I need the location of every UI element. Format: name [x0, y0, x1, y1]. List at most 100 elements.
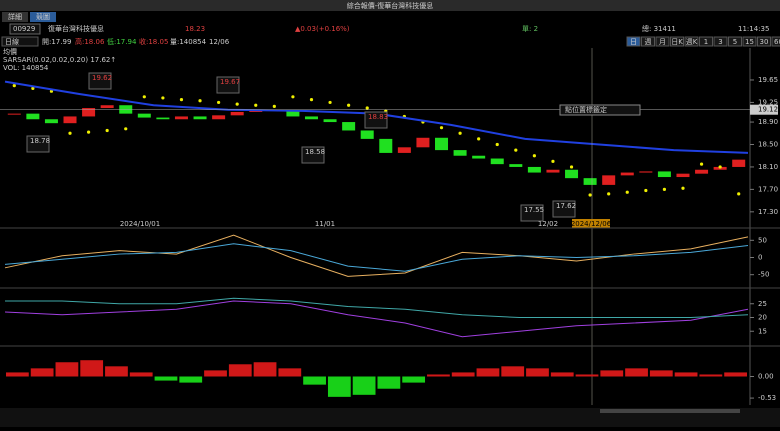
sar-dot	[569, 165, 574, 169]
candle	[137, 113, 151, 118]
candle	[509, 164, 523, 167]
price: 18.23	[185, 25, 205, 33]
date-label: 12/02	[538, 220, 558, 228]
sar-dot	[235, 102, 239, 106]
period-button[interactable]	[728, 36, 742, 47]
code-input[interactable]	[9, 23, 41, 35]
sar-dot	[477, 137, 481, 141]
tab[interactable]	[2, 12, 28, 22]
histogram-bar	[204, 370, 227, 377]
sar-dot	[124, 127, 128, 131]
candle	[546, 169, 560, 173]
candle	[230, 111, 244, 116]
sar-dot	[161, 96, 165, 100]
scrollbar[interactable]	[600, 409, 740, 413]
sar-dot	[68, 131, 72, 135]
y-tick-label: 18.50	[758, 141, 778, 149]
annotation-box	[88, 72, 112, 90]
candle	[490, 158, 504, 165]
annotation: 17.55	[524, 206, 544, 214]
sar-dot	[291, 95, 295, 99]
time: 11:14:35	[738, 25, 769, 33]
y-tick-label: 19.25	[758, 98, 778, 106]
period-button[interactable]	[742, 36, 757, 47]
candle	[657, 171, 671, 178]
period-label[interactable]: 15	[745, 38, 754, 46]
sar-dot	[514, 148, 518, 152]
total: 總: 31411	[642, 24, 676, 33]
sar-dot	[328, 100, 332, 105]
interval-select[interactable]	[1, 36, 39, 47]
histogram-bar	[575, 374, 599, 377]
histogram-bar	[55, 362, 79, 377]
period-button[interactable]	[626, 36, 641, 47]
candle	[323, 119, 337, 123]
date-box	[572, 219, 610, 228]
period-label[interactable]: 5	[733, 38, 737, 46]
candle	[602, 175, 616, 185]
tab-label[interactable]: 詳細	[8, 12, 22, 21]
candle	[63, 116, 77, 124]
candle	[44, 119, 58, 124]
annotation-box	[301, 146, 325, 164]
candle	[416, 137, 430, 148]
period-label[interactable]: 週	[645, 37, 652, 46]
sar-dot	[86, 130, 91, 134]
date-label: 11/01	[315, 220, 335, 228]
candle	[82, 108, 96, 117]
period-button[interactable]	[641, 36, 655, 47]
period-label[interactable]: 3	[718, 38, 722, 46]
period-label[interactable]: 日K	[671, 38, 683, 46]
tooltip: 點位置標籤定	[565, 105, 607, 114]
indicator-line	[5, 297, 749, 318]
period-button[interactable]	[757, 36, 771, 47]
candle	[472, 155, 486, 159]
candle	[379, 138, 393, 153]
period-label[interactable]: 日	[630, 38, 637, 46]
tab-label[interactable]: 競圖	[36, 12, 50, 21]
candle	[7, 113, 21, 115]
y-tick-label: 20	[758, 314, 767, 322]
candle	[732, 159, 746, 167]
period-button[interactable]	[655, 36, 670, 47]
histogram-bar	[228, 364, 252, 377]
sar-dot	[309, 98, 314, 102]
sar-dot	[458, 131, 462, 135]
indicator-line	[4, 243, 749, 272]
name: 復華台灣科技優息	[48, 24, 104, 33]
sar-dot	[439, 126, 444, 130]
period-button[interactable]	[670, 36, 684, 47]
histogram-bar	[699, 374, 723, 377]
period-label[interactable]: 月	[659, 38, 666, 46]
period-label[interactable]: 週K	[686, 37, 698, 46]
y-tick-label: 0	[758, 254, 762, 262]
period-label[interactable]: 30	[760, 38, 769, 46]
sar-dot	[12, 83, 16, 88]
period-button[interactable]	[699, 36, 713, 47]
interval[interactable]: 日線	[5, 37, 19, 46]
tab[interactable]	[30, 12, 56, 22]
crosshair-date: 2024/12/06	[571, 220, 612, 228]
candle	[304, 116, 318, 120]
period-label[interactable]: 1	[704, 38, 708, 46]
open: 開:17.99	[42, 38, 71, 46]
candle	[100, 105, 114, 109]
sar-dot	[105, 128, 109, 133]
period-button[interactable]	[713, 36, 728, 47]
legend: 均價	[3, 47, 17, 56]
y-tick-label: 50	[758, 236, 767, 244]
sar-dot	[588, 193, 592, 197]
sar-dot	[179, 98, 184, 102]
period-label[interactable]: 60	[774, 38, 780, 46]
sar-dot	[142, 95, 146, 99]
y-tick-label: 17.70	[758, 185, 778, 193]
annotation-box	[216, 76, 240, 94]
candle	[565, 169, 579, 179]
crosshair-box	[750, 104, 778, 115]
period-button[interactable]	[684, 36, 699, 47]
candle	[342, 122, 356, 131]
y-tick-label: 18.10	[758, 163, 778, 171]
code: 00929	[13, 25, 35, 33]
period-button[interactable]	[771, 36, 780, 47]
